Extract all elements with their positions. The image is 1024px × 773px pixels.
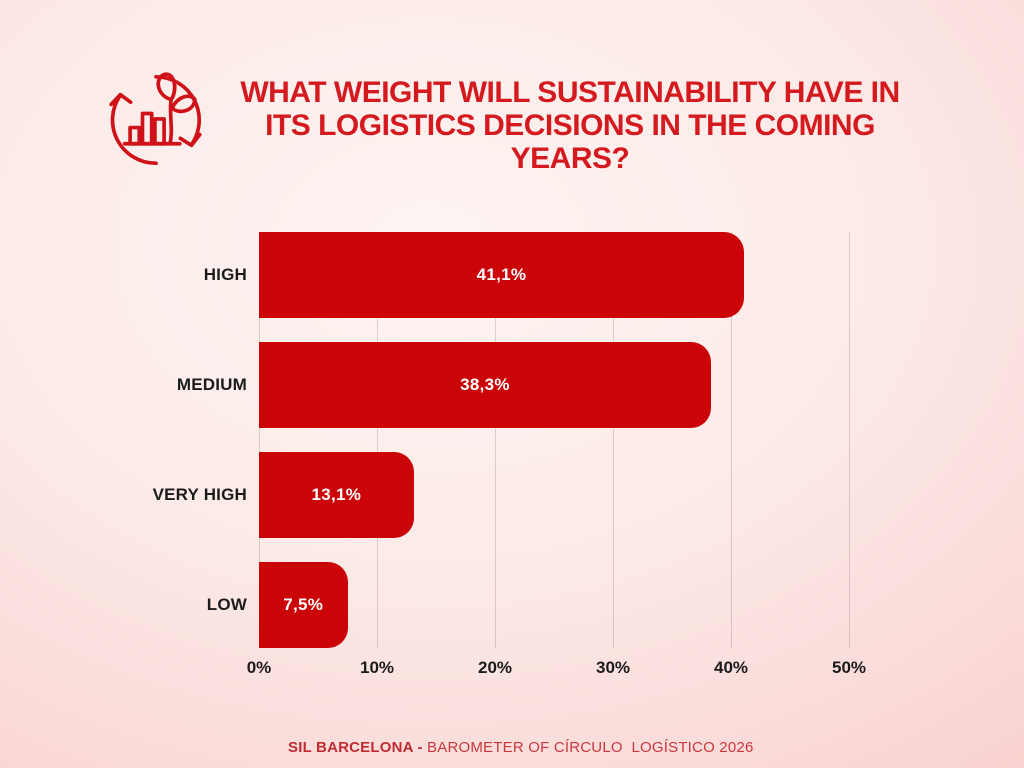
bar-row-high: HIGH 41,1%	[204, 232, 849, 318]
bar-low: 7,5%	[259, 562, 348, 648]
bar-value-high: 41,1%	[476, 265, 527, 284]
sustainability-cycle-bar-chart-icon	[102, 66, 210, 174]
gridline-10%	[377, 232, 378, 648]
bar-very-high: 13,1%	[259, 452, 414, 538]
footer-source-text: BAROMETER OF CÍRCULO LOGÍSTICO 2026	[427, 739, 754, 756]
x-axis-tick-10%: 10%	[359, 658, 395, 677]
category-label-low: LOW	[206, 595, 247, 614]
icon-bar-tall	[140, 111, 154, 146]
bar-high: 41,1%	[259, 232, 744, 318]
icon-leaf-top	[156, 72, 177, 102]
bar-value-medium: 38,3%	[460, 375, 510, 394]
gridline-0%	[259, 232, 260, 648]
cycle-arrowhead-top	[109, 92, 133, 107]
x-axis-tick-50%: 50%	[831, 658, 867, 677]
gridline-50%	[849, 232, 850, 648]
cycle-arrow-left	[110, 93, 158, 166]
cycle-arrowhead-bottom	[178, 132, 202, 148]
gridline-20%	[495, 232, 496, 648]
icon-bar-medium	[153, 117, 166, 146]
x-axis-tick-20%: 20%	[477, 658, 513, 677]
bar-chart: 0% 10% 20% 30% 40% 50% HIGH 41,1% MEDIUM 38,3% VER…	[153, 232, 866, 677]
x-axis-tick-0%: 0%	[246, 658, 272, 677]
gridline-40%	[731, 232, 732, 648]
page-title: WHAT WEIGHT WILL SUSTAINABILITY HAVE IN …	[200, 76, 940, 175]
bar-medium: 38,3%	[259, 342, 711, 428]
bar-row-medium: MEDIUM 38,3%	[177, 342, 849, 428]
page-title-line-3: YEARS?	[510, 142, 630, 175]
icon-leaf-right	[170, 94, 197, 114]
bar-row-very-high: VERY HIGH 13,1%	[153, 452, 849, 538]
x-axis-tick-40%: 40%	[713, 658, 749, 677]
footer-source-brand: SIL BARCELONA -	[288, 739, 428, 756]
page-title-line-1: WHAT WEIGHT WILL SUSTAINABILITY HAVE IN	[240, 76, 900, 109]
icon-plant-stem	[168, 97, 174, 146]
category-label-very-high: VERY HIGH	[152, 485, 247, 504]
bar-row-low: LOW 7,5%	[207, 562, 849, 648]
icon-bar-small	[128, 125, 142, 146]
category-label-medium: MEDIUM	[176, 375, 247, 394]
bar-value-low: 7,5%	[283, 595, 324, 614]
page-title-line-2: ITS LOGISTICS DECISIONS IN THE COMING	[265, 109, 875, 142]
bar-value-very-high: 13,1%	[311, 485, 362, 504]
x-axis-tick-30%: 30%	[595, 658, 631, 677]
category-label-high: HIGH	[203, 265, 247, 284]
footer-source: SIL BARCELONA - BAROMETER OF CÍRCULO LOG…	[0, 722, 1024, 773]
gridline-30%	[613, 232, 614, 648]
